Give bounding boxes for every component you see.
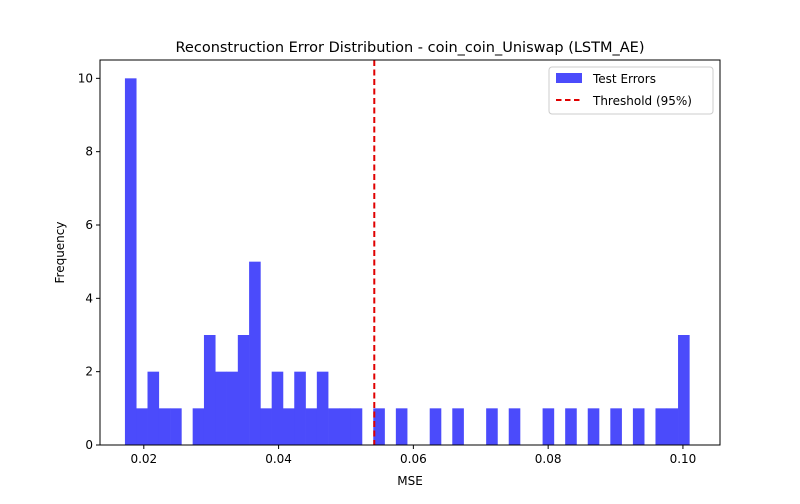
histogram-bar (316, 371, 329, 445)
legend-label-test-errors: Test Errors (592, 72, 656, 86)
histogram-bar (260, 408, 272, 445)
histogram-bar (666, 408, 679, 445)
histogram-bar (170, 408, 182, 445)
histogram-bar (632, 408, 645, 445)
histogram-bar (305, 408, 318, 445)
histogram-bar (429, 408, 442, 445)
histogram-bar (226, 371, 239, 445)
histogram-bar (328, 408, 340, 445)
histogram-bar (508, 408, 521, 445)
histogram-bar (203, 335, 216, 445)
histogram-bar (452, 408, 464, 445)
histogram-bars (124, 78, 690, 445)
histogram-bar (147, 371, 160, 445)
histogram-bar (294, 371, 306, 445)
legend-swatch-test-errors (556, 73, 582, 83)
histogram-bar (237, 335, 250, 445)
histogram-bar (158, 408, 171, 445)
x-tick-label: 0.10 (670, 452, 697, 466)
histogram-bar (486, 408, 498, 445)
chart-title: Reconstruction Error Distribution - coin… (176, 40, 645, 56)
histogram-bar (395, 408, 408, 445)
histogram-bar (136, 408, 148, 445)
y-tick-label: 2 (85, 365, 93, 379)
x-axis-ticks: 0.02 0.04 0.06 0.08 0.10 (130, 445, 696, 466)
histogram-bar (339, 408, 351, 445)
x-tick-label: 0.04 (265, 452, 292, 466)
histogram-bar (215, 371, 227, 445)
histogram-bar (565, 408, 577, 445)
legend-box (548, 66, 714, 115)
histogram-bar (124, 78, 137, 445)
histogram-bar (678, 335, 690, 445)
y-tick-label: 8 (85, 145, 93, 159)
legend: Test Errors Threshold (95%) (548, 66, 714, 115)
histogram-bar (655, 408, 668, 445)
y-tick-label: 4 (85, 291, 93, 305)
y-tick-label: 6 (85, 218, 93, 232)
histogram-bar (587, 408, 600, 445)
histogram-bar (373, 408, 385, 445)
histogram-bar (282, 408, 295, 445)
histogram-bar (192, 408, 205, 445)
y-axis-label: Frequency (53, 222, 67, 284)
y-tick-label: 0 (85, 438, 93, 452)
y-axis-ticks: 0 2 4 6 8 10 (78, 71, 100, 452)
x-axis-label: MSE (397, 474, 423, 488)
histogram-bar (350, 408, 363, 445)
plot-frame (99, 59, 721, 446)
legend-label-threshold: Threshold (95%) (592, 94, 692, 108)
histogram-bar (249, 261, 261, 445)
x-tick-label: 0.08 (535, 452, 562, 466)
histogram-bar (542, 408, 555, 445)
histogram-bar (610, 408, 622, 445)
histogram-bar (271, 371, 284, 445)
x-tick-label: 0.02 (130, 452, 157, 466)
y-tick-label: 10 (78, 71, 93, 85)
x-tick-label: 0.06 (400, 452, 427, 466)
